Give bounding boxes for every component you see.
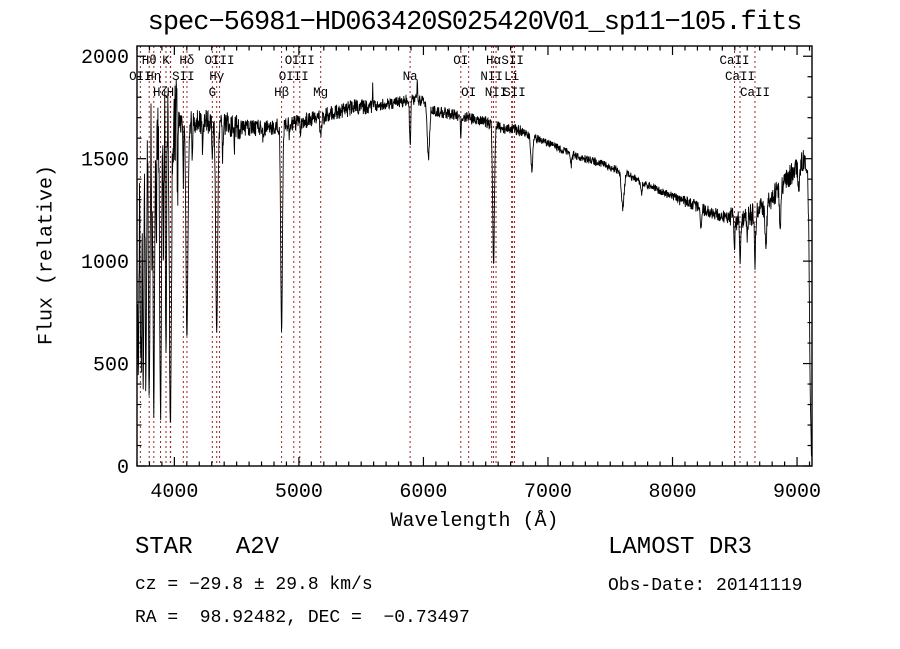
spectral-line-label: OI	[461, 86, 476, 100]
spectral-line-label: CaII	[720, 54, 750, 68]
y-tick-label: 2000	[81, 47, 129, 70]
plot-title: spec−56981−HD063420S025420V01_sp11−105.f…	[147, 8, 803, 38]
spectral-line-label: CaII	[725, 70, 755, 84]
y-tick-label: 1500	[81, 150, 129, 173]
spectral-line-label: Hα	[486, 54, 502, 68]
x-tick-label: 9000	[773, 481, 821, 504]
spectral-line-label: Hδ	[179, 54, 194, 68]
spectral-line-label: Li	[504, 70, 519, 84]
spectral-line-label: SII	[503, 86, 526, 100]
y-tick-label: 0	[117, 457, 129, 480]
spectral-line-label: OI	[453, 54, 468, 68]
object-class-text: STAR A2V	[135, 534, 280, 561]
x-tick-label: 7000	[524, 481, 572, 504]
spectral-line-label: Hθ	[142, 54, 157, 68]
spectral-line-label: SII	[501, 54, 524, 68]
spectral-line-label: Hβ	[274, 86, 289, 100]
y-tick-label: 1000	[81, 252, 129, 275]
survey-release-text: LAMOST DR3	[608, 534, 753, 561]
y-tick-label: 500	[93, 355, 129, 378]
spectral-line-label: CaII	[740, 86, 770, 100]
y-axis-label: Flux (relative)	[35, 164, 59, 346]
spectral-line-label: NII	[485, 86, 508, 100]
ra-dec-text: RA = 98.92482, DEC = −0.73497	[135, 608, 470, 628]
spectral-line-label: NII	[480, 70, 503, 84]
spectral-line-label: Mg	[313, 86, 328, 100]
spectrum-trace	[137, 79, 812, 461]
spectral-line-label: H	[167, 86, 175, 100]
spectral-line-label: Hγ	[209, 70, 225, 84]
spectral-line-label: K	[162, 54, 170, 68]
spectral-line-label: OIII	[205, 54, 235, 68]
spectral-line-label: OIII	[279, 70, 309, 84]
x-tick-label: 4000	[150, 481, 198, 504]
spectral-line-label: SII	[172, 70, 195, 84]
x-tick-label: 5000	[275, 481, 323, 504]
cz-text: cz = −29.8 ± 29.8 km/s	[135, 575, 373, 595]
spectral-line-label: Hη	[146, 70, 161, 84]
plot-box	[136, 45, 813, 467]
spectral-line-label: Na	[403, 70, 419, 84]
x-tick-label: 6000	[399, 481, 447, 504]
x-axis-label: Wavelength (Å)	[390, 510, 559, 533]
spectral-line-label: OIII	[285, 54, 315, 68]
spectral-line-label: G	[209, 86, 217, 100]
x-tick-label: 8000	[649, 481, 697, 504]
obs-date-text: Obs-Date: 20141119	[608, 576, 803, 596]
spectral-line-label: Hζ	[153, 86, 168, 100]
